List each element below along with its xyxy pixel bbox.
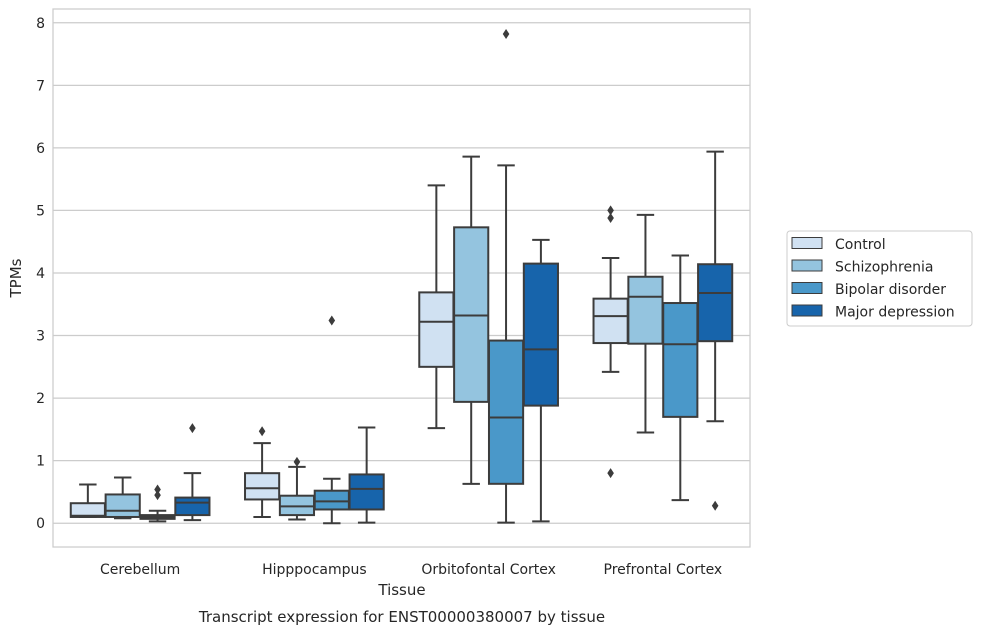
box-bipolar-disorder	[487, 29, 525, 524]
outlier-marker	[258, 426, 266, 437]
outlier-marker	[502, 29, 510, 40]
box-bipolar-disorder	[139, 484, 176, 523]
x-tick-label: Cerebellum	[100, 562, 180, 578]
outlier-marker	[293, 456, 301, 467]
legend-frame	[786, 230, 973, 327]
outlier-marker	[189, 423, 196, 434]
box-iqr	[104, 493, 141, 518]
box-control	[244, 426, 281, 518]
box-iqr	[697, 263, 734, 343]
box-iqr	[418, 291, 455, 368]
box-control	[592, 205, 629, 479]
x-tick-label: Prefrontal Cortex	[604, 562, 723, 578]
legend-label: Control	[835, 237, 886, 253]
y-tick-label: 3	[36, 329, 45, 345]
outlier-marker	[154, 484, 161, 495]
box-major-depression	[522, 238, 559, 523]
box-iqr	[244, 472, 281, 501]
box-schizophrenia	[104, 476, 141, 520]
box-control	[418, 184, 455, 430]
box-schizophrenia	[627, 213, 664, 434]
legend-swatch	[791, 304, 823, 317]
box-iqr	[522, 262, 559, 407]
y-tick-label: 4	[36, 266, 45, 282]
box-major-depression	[697, 150, 734, 511]
outlier-marker	[711, 500, 719, 511]
figure-caption: Transcript expression for ENST0000038000…	[198, 608, 605, 626]
y-tick-label: 5	[36, 203, 45, 219]
y-tick-label: 1	[36, 454, 45, 470]
x-axis-ticks: Cerebellum Hipppocampus Orbitofontal Corte…	[100, 562, 722, 578]
y-tick-label: 0	[36, 516, 45, 532]
box-major-depression	[174, 423, 211, 522]
y-tick-label: 8	[36, 16, 45, 32]
box-iqr	[348, 473, 385, 511]
outlier-marker	[607, 468, 614, 479]
box-iqr	[592, 297, 629, 345]
outlier-marker	[154, 490, 161, 501]
y-axis-ticks: 0 1 2 3 4 5 6 7 8	[36, 16, 45, 532]
box-bipolar-disorder	[662, 254, 699, 502]
x-tick-label: Hipppocampus	[262, 562, 367, 578]
box-iqr	[487, 339, 525, 485]
x-axis-title: Tissue	[377, 581, 425, 599]
y-tick-label: 6	[36, 141, 45, 157]
legend: Control Schizophrenia Bipolar disorder Majo…	[786, 230, 973, 327]
box-groups	[69, 29, 734, 525]
outlier-marker	[607, 205, 614, 216]
x-tick-label: Orbitofontal Cortex	[421, 562, 556, 578]
y-tick-label: 2	[36, 391, 45, 407]
box-iqr	[313, 489, 350, 511]
outlier-marker	[607, 212, 614, 223]
legend-label: Schizophrenia	[835, 260, 933, 276]
box-bipolar-disorder	[313, 315, 350, 525]
y-tick-label: 7	[36, 78, 45, 94]
plot-frame	[52, 8, 751, 548]
box-iqr	[627, 275, 664, 345]
legend-swatch	[791, 237, 823, 249]
box-iqr	[662, 302, 699, 418]
legend-swatch	[791, 282, 823, 294]
outlier-marker	[328, 315, 336, 326]
box-iqr	[174, 496, 211, 517]
box-control	[69, 483, 106, 518]
box-major-depression	[348, 426, 385, 524]
legend-label: Major depression	[835, 305, 955, 321]
y-axis-title: TPMs	[7, 258, 25, 298]
grid-lines	[53, 22, 750, 524]
legend-label: Bipolar disorder	[835, 282, 946, 298]
box-schizophrenia	[278, 456, 316, 521]
box-schizophrenia	[453, 155, 490, 485]
legend-swatch	[791, 259, 823, 272]
